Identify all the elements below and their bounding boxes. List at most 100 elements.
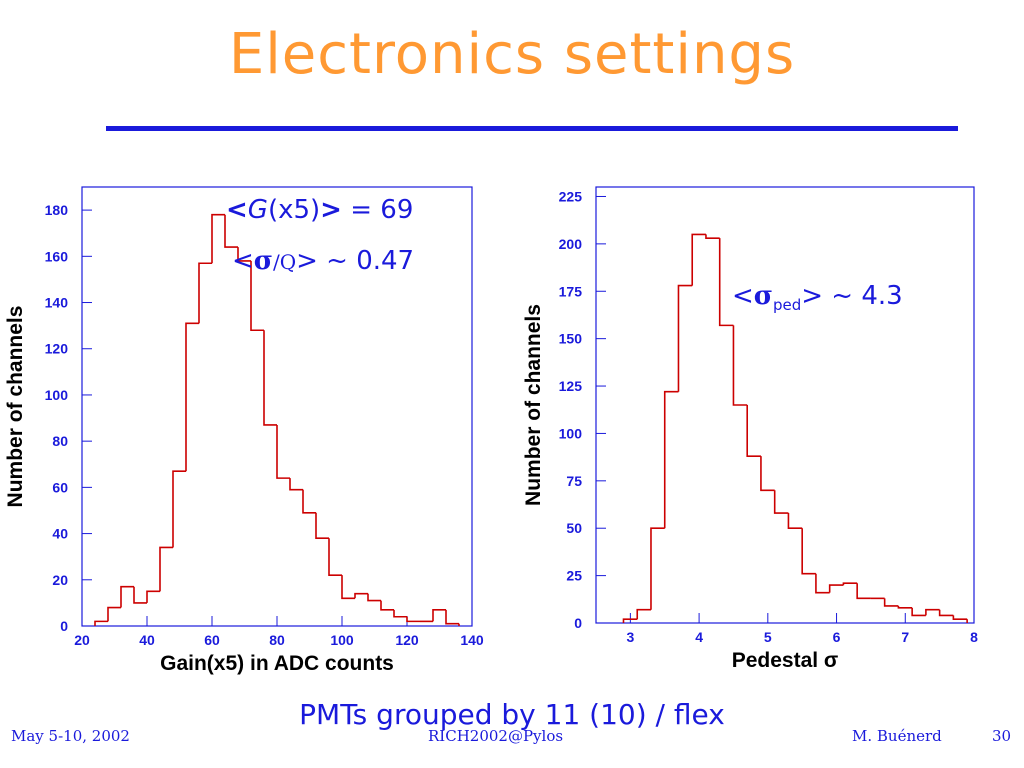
gain-y-tick-label: 180 xyxy=(45,202,69,218)
gain-histogram-bin xyxy=(211,213,225,264)
gain-histogram-bin xyxy=(328,538,342,576)
ped-histogram-bin xyxy=(636,608,651,620)
gain-histogram-bin xyxy=(224,214,238,248)
gain-x5: (x5) xyxy=(267,195,321,225)
ped-y-tick-label: 75 xyxy=(566,473,582,489)
gain-histogram-bin xyxy=(341,575,355,600)
gain-histogram-bin xyxy=(172,470,186,548)
gain-x-tick-label: 100 xyxy=(330,632,354,648)
gain-x-tick-label: 140 xyxy=(460,632,484,648)
gain-x-tick-label: 120 xyxy=(395,632,419,648)
gain-histogram-bin xyxy=(237,247,251,262)
gain-y-tick-label: 160 xyxy=(45,248,69,264)
res-value: > ~ 0.47 xyxy=(296,246,415,276)
gain-histogram-bin xyxy=(315,512,329,539)
ped-sub: ped xyxy=(772,296,802,314)
slide-caption: PMTs grouped by 11 (10) / flex xyxy=(299,698,725,731)
ped-y-tick-label: 50 xyxy=(566,520,582,536)
ped-histogram-bin xyxy=(650,527,665,610)
slide-title: Electronics settings xyxy=(228,22,796,87)
ped-histogram-bin xyxy=(705,234,720,239)
ped-histogram-bin xyxy=(815,573,830,594)
ped-histogram-bin xyxy=(938,609,954,617)
ped-x-tick-label: 4 xyxy=(695,629,703,645)
footer-page-number: 30 xyxy=(992,727,1012,745)
gain-y-tick-label: 60 xyxy=(52,479,68,495)
gain-histogram-bin xyxy=(432,609,446,622)
gain-x-tick-label: 20 xyxy=(74,632,90,648)
ped-plot-frame xyxy=(595,186,975,624)
ped-sigma: σ xyxy=(753,281,773,311)
gain-x-axis-label: Gain(x5) in ADC counts xyxy=(160,652,394,675)
ped-histogram-bin xyxy=(746,405,761,457)
gain-histogram-bin xyxy=(146,590,160,603)
res-q: /Q xyxy=(272,250,297,274)
gain-histogram-bin xyxy=(367,593,381,602)
ped-histogram-bin xyxy=(718,238,734,327)
gain-y-tick-label: 140 xyxy=(45,295,69,311)
ped-histogram-bin xyxy=(911,607,926,617)
gain-histogram-bin xyxy=(289,478,303,491)
ped-x-tick-label: 5 xyxy=(764,629,772,645)
footer-conference: RICH2002@Pylos xyxy=(428,727,564,745)
gain-histogram-bin xyxy=(94,620,108,626)
ped-histogram-bin xyxy=(732,325,748,406)
ped-histogram-bin xyxy=(691,233,706,286)
ped-value: > ~ 4.3 xyxy=(801,281,903,311)
ped-histogram-bin xyxy=(801,528,816,575)
gain-histogram-bin xyxy=(263,330,277,426)
ped-histogram-bin xyxy=(828,584,844,593)
ped-y-axis-label: Number of channels xyxy=(522,304,545,506)
ped-y-tick-label: 125 xyxy=(559,378,583,394)
ped-histogram-bin xyxy=(883,598,899,607)
gain-y-tick-label: 120 xyxy=(45,341,69,357)
gain-histogram-bin xyxy=(107,606,121,622)
ped-y-tick-label: 100 xyxy=(559,425,583,441)
gain-x-tick-label: 40 xyxy=(139,632,155,648)
ped-histogram-bin xyxy=(663,390,679,529)
ped-x-axis-label: Pedestal σ xyxy=(732,649,839,672)
gain-y-tick-label: 80 xyxy=(52,433,68,449)
res-sigma: σ xyxy=(253,246,273,276)
ped-histogram-bin xyxy=(952,615,968,621)
gain-histogram-bin xyxy=(354,592,368,599)
ped-histogram-bin xyxy=(773,490,789,514)
gain-histogram-bin xyxy=(445,609,459,625)
gain-histogram-bin xyxy=(380,600,394,611)
gain-histogram-bin xyxy=(120,585,134,608)
ped-histogram-bin xyxy=(856,583,871,600)
gain-histogram-bin xyxy=(159,546,173,592)
gain-histogram-bin xyxy=(302,489,316,514)
ped-y-tick-label: 200 xyxy=(559,236,583,252)
gain-histogram-bin xyxy=(198,262,212,324)
footer-author: M. Buénerd xyxy=(852,727,942,745)
ped-open: < xyxy=(732,281,754,311)
ped-histogram-bin xyxy=(897,605,913,609)
res-open: < xyxy=(232,246,254,276)
gain-histogram-bin xyxy=(406,616,420,623)
gain-y-tick-label: 100 xyxy=(45,387,69,403)
ped-histogram-bin xyxy=(760,456,775,492)
gain-y-axis-label: Number of channels xyxy=(4,306,27,508)
gain-x-tick-label: 80 xyxy=(269,632,285,648)
ped-y-tick-label: 150 xyxy=(559,331,583,347)
gain-close: > xyxy=(320,195,342,225)
footer-date: May 5-10, 2002 xyxy=(11,727,130,745)
gain-y-tick-label: 40 xyxy=(52,526,68,542)
gain-value: = 69 xyxy=(341,195,414,225)
ped-x-tick-label: 8 xyxy=(970,629,978,645)
ped-y-tick-label: 175 xyxy=(559,283,583,299)
gain-resolution-annotation: <σ/Q> ~ 0.47 xyxy=(232,246,414,276)
gain-histogram-bin xyxy=(250,260,264,332)
gain-x-tick-label: 60 xyxy=(204,632,220,648)
gain-y-tick-label: 20 xyxy=(52,572,68,588)
ped-histogram-bin xyxy=(677,284,693,392)
ped-histogram-bin xyxy=(787,513,803,530)
ped-y-tick-label: 225 xyxy=(559,188,583,204)
gain-mean-annotation: <G(x5)> = 69 xyxy=(226,195,413,225)
ped-histogram-bin xyxy=(622,618,638,623)
gain-G: G xyxy=(247,195,268,225)
title-underline xyxy=(106,126,958,131)
gain-histogram-bin xyxy=(276,424,290,479)
